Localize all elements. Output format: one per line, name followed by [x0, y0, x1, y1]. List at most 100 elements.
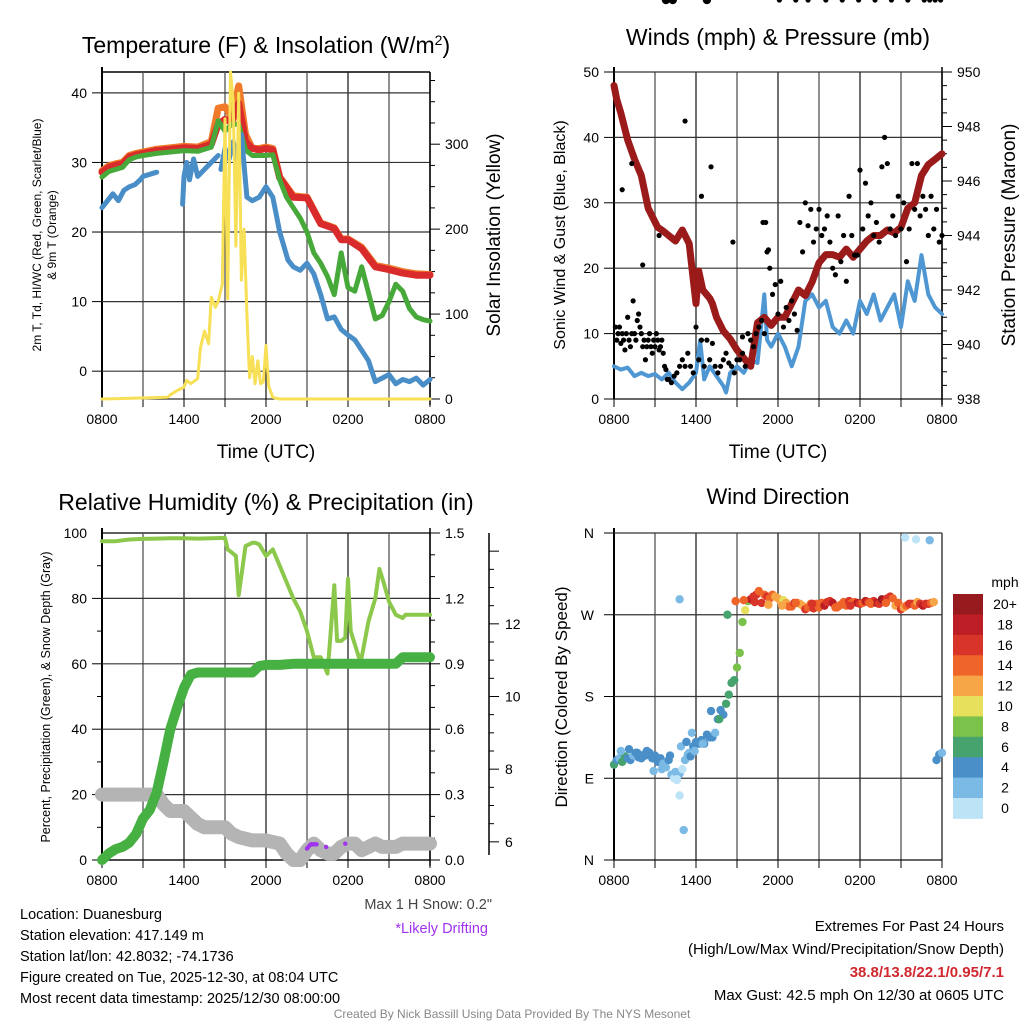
- gust-point: [872, 0, 878, 3]
- gust-point: [898, 226, 904, 232]
- extremes-subtitle: (High/Low/Max Wind/Precipitation/Snow De…: [688, 941, 1004, 958]
- direction-point: [721, 699, 731, 708]
- gust-point: [739, 334, 746, 340]
- colorbar-title: mph: [991, 574, 1018, 590]
- y-tick-label: W: [581, 607, 595, 623]
- x-tick-label: 0800: [86, 872, 117, 888]
- colorbar-label: 8: [1001, 718, 1009, 734]
- gust-point: [819, 232, 825, 239]
- gust-point: [783, 304, 789, 311]
- gust-point: [862, 180, 869, 186]
- gust-point: [917, 213, 923, 219]
- direction-point: [649, 766, 658, 776]
- gust-point: [693, 324, 699, 330]
- gust-point: [728, 363, 735, 369]
- y-tick-label: 40: [71, 721, 87, 737]
- x-tick-label: 0200: [844, 872, 875, 888]
- gust-point: [723, 350, 729, 356]
- direction-point: [690, 746, 699, 756]
- y3-tick-label: 10: [505, 689, 521, 705]
- gust-point: [737, 357, 743, 363]
- y-tick-label: 10: [583, 326, 599, 342]
- chart-humidity: 0800 1400 2000 0200 0800 0 20 40 60 80 100 0.0 0.3 0.…: [39, 489, 521, 888]
- direction-point: [698, 739, 708, 748]
- x-tick-label: 0800: [598, 411, 629, 427]
- gust-point: [892, 232, 899, 239]
- max-snow-note: Max 1 H Snow: 0.2": [364, 897, 492, 913]
- gust-point: [698, 193, 705, 199]
- y-tick-label: 0: [591, 391, 599, 407]
- gust-point: [745, 331, 751, 337]
- gust-point: [614, 337, 620, 343]
- gust-point: [753, 331, 759, 337]
- gust-point: [776, 0, 782, 3]
- y2-tick-label: 0.3: [445, 787, 465, 803]
- colorbar-label: 4: [1001, 759, 1009, 775]
- gust-point: [789, 298, 795, 304]
- gust-point: [640, 344, 646, 350]
- colorbar-swatch: [953, 736, 983, 758]
- gust-point: [761, 331, 767, 337]
- x-tick-label: 1400: [168, 872, 199, 888]
- gust-point: [730, 239, 736, 245]
- direction-point: [678, 764, 687, 774]
- direction-point: [616, 746, 626, 756]
- direction-point: [675, 595, 684, 604]
- gust-point: [925, 232, 931, 239]
- direction-point: [665, 751, 675, 760]
- gust-point: [873, 219, 880, 226]
- gust-point: [631, 331, 638, 337]
- gust-point: [630, 298, 636, 304]
- gust-point: [656, 232, 662, 239]
- gust-point: [775, 311, 781, 317]
- direction-point: [741, 606, 750, 615]
- gust-point: [903, 259, 910, 265]
- gust-point: [627, 344, 634, 350]
- direction-point: [661, 0, 671, 5]
- y-tick-label: 0: [79, 852, 87, 868]
- gust-point: [933, 206, 940, 212]
- gust-point: [652, 344, 658, 350]
- drifting-point: [323, 844, 329, 850]
- direction-point: [865, 598, 874, 608]
- direction-point: [807, 599, 817, 609]
- credit-line: Created By Nick Bassill Using Data Provi…: [333, 1007, 691, 1021]
- gust-point: [657, 344, 664, 350]
- y2-tick-label: 200: [445, 221, 469, 237]
- colorbar-swatch: [953, 798, 983, 819]
- gust-point: [636, 311, 642, 317]
- x-tick-label: 0200: [844, 411, 875, 427]
- colorbar-label: 10: [997, 698, 1013, 714]
- gust-point: [868, 200, 874, 206]
- gust-point: [793, 0, 799, 3]
- gust-point: [865, 213, 871, 219]
- x-tick-label: 1400: [168, 411, 199, 427]
- x-tick-label: 0800: [414, 872, 445, 888]
- y2-tick-label: 0.6: [445, 721, 465, 737]
- y2-tick-label: 1.5: [445, 525, 465, 541]
- gust-point: [905, 0, 911, 3]
- direction-point: [846, 601, 855, 610]
- gust-point: [767, 265, 773, 271]
- y2-tick-label: 938: [957, 391, 981, 407]
- gust-point: [938, 0, 944, 3]
- gust-point: [823, 0, 829, 3]
- gust-point: [760, 219, 766, 226]
- gust-point: [887, 226, 893, 232]
- direction-point: [633, 748, 642, 758]
- y2-tick-label: 1.2: [445, 590, 465, 606]
- gust-point: [629, 160, 635, 167]
- gust-point: [816, 206, 822, 212]
- direction-point: [735, 648, 744, 658]
- x-tick-label: 0800: [414, 411, 445, 427]
- y-tick-label: E: [585, 770, 594, 786]
- x-tick-label: 1400: [680, 872, 711, 888]
- y-tick-label: 60: [71, 656, 87, 672]
- x-tick-label: 0800: [598, 872, 629, 888]
- extremes-title: Extremes For Past 24 Hours: [814, 918, 1004, 935]
- gust-point: [901, 200, 907, 206]
- gust-point: [860, 226, 866, 232]
- direction-point: [702, 0, 712, 5]
- colorbar-label: 12: [997, 678, 1013, 694]
- gust-point: [808, 206, 814, 212]
